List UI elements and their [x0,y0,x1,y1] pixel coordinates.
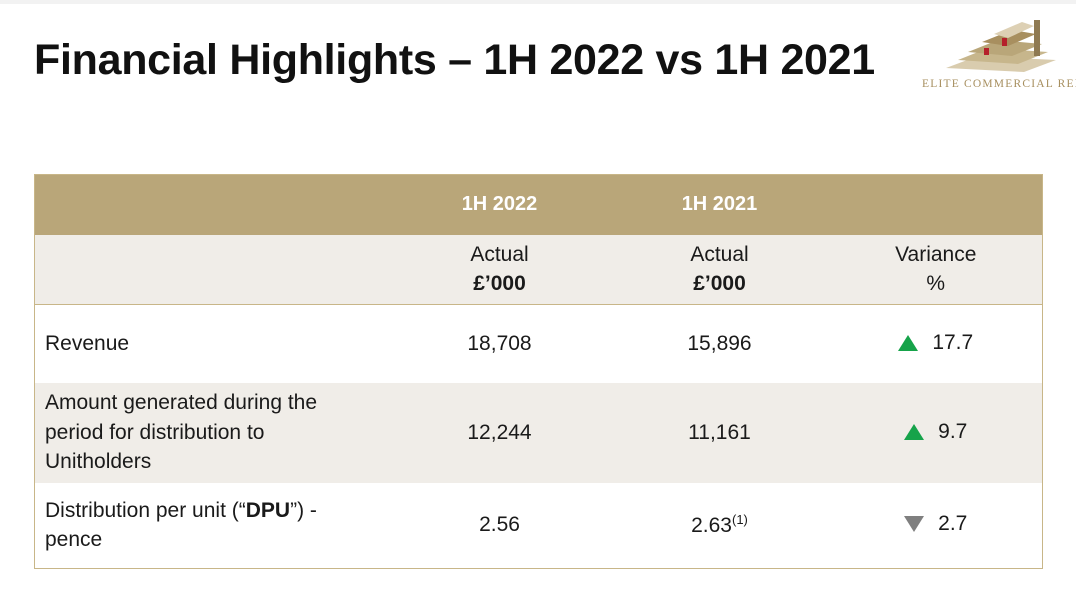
subheader-unit-2022: £’000 [473,272,526,296]
value-1h2021: 15,896 [687,331,752,355]
value-1h2022: 12,244 [467,420,532,444]
dpu-label-post: ”) - [290,498,317,522]
table-subheader-row: Actual £’000 Actual £’000 Variance % [34,234,1043,305]
variance-cell: 17.7 [830,305,1043,383]
subheader-actual-2021: Actual [690,243,749,267]
company-logo: ELITE COMMERCIAL REIT [918,16,1076,96]
dpu-label-bold: DPU [245,498,291,522]
footnote-marker: (1) [731,512,748,528]
row-label: Distribution per unit (“DPU”) - pence [35,483,390,569]
top-rule [0,0,1076,4]
value-1h2021: 2.63(1) [610,483,830,569]
financial-highlights-table: 1H 2022 1H 2021 Actual £’000 Actual £’00… [34,174,1043,569]
row-label-line: period for distribution to [45,420,265,444]
value-1h2022: 2.56 [479,513,520,537]
row-label: Amount generated during the period for d… [35,383,390,483]
triangle-up-icon [904,423,925,440]
value-1h2021: 11,161 [688,420,751,444]
logo-building-icon [946,20,1056,72]
variance-value: 9.7 [938,419,968,443]
row-label: Revenue [45,332,130,355]
table-row-distribution-amount: Amount generated during the period for d… [34,382,1043,483]
row-label-line: Unitholders [45,450,152,474]
table-header-row: 1H 2022 1H 2021 [34,174,1043,235]
row-label-line: Amount generated during the [45,391,318,415]
subheader-1h2021: Actual £’000 [610,235,830,305]
page-title: Financial Highlights – 1H 2022 vs 1H 202… [34,36,875,84]
subheader-actual-2022: Actual [470,243,529,267]
subheader-unit-2021: £’000 [693,272,746,296]
triangle-down-icon [904,516,925,533]
table-row-revenue: Revenue 18,708 15,896 17.7 [34,304,1043,383]
table-row-dpu: Distribution per unit (“DPU”) - pence 2.… [34,482,1043,569]
triangle-up-icon [898,334,919,351]
value-1h2021-number: 2.63 [691,514,732,538]
row-label-line: pence [45,528,103,552]
subheader-variance-label: Variance [895,243,977,267]
variance-cell: 9.7 [830,383,1043,483]
row-label-line: Distribution per unit (“DPU”) - [45,496,390,526]
header-1h2021: 1H 2021 [681,193,758,216]
value-1h2022: 18,708 [467,331,532,355]
subheader-1h2022: Actual £’000 [390,235,610,305]
subheader-variance-unit: % [926,272,946,296]
logo-text: ELITE COMMERCIAL REIT [922,78,1076,90]
header-empty-cell [35,175,390,235]
variance-value: 17.7 [932,330,974,354]
header-1h2022: 1H 2022 [461,193,538,216]
header-variance-empty [830,175,1043,235]
variance-value: 2.7 [938,512,968,536]
subheader-variance: Variance % [830,235,1043,305]
dpu-label-pre: Distribution per unit (“ [45,498,246,522]
subheader-empty-cell [35,235,390,305]
variance-cell: 2.7 [830,483,1043,569]
